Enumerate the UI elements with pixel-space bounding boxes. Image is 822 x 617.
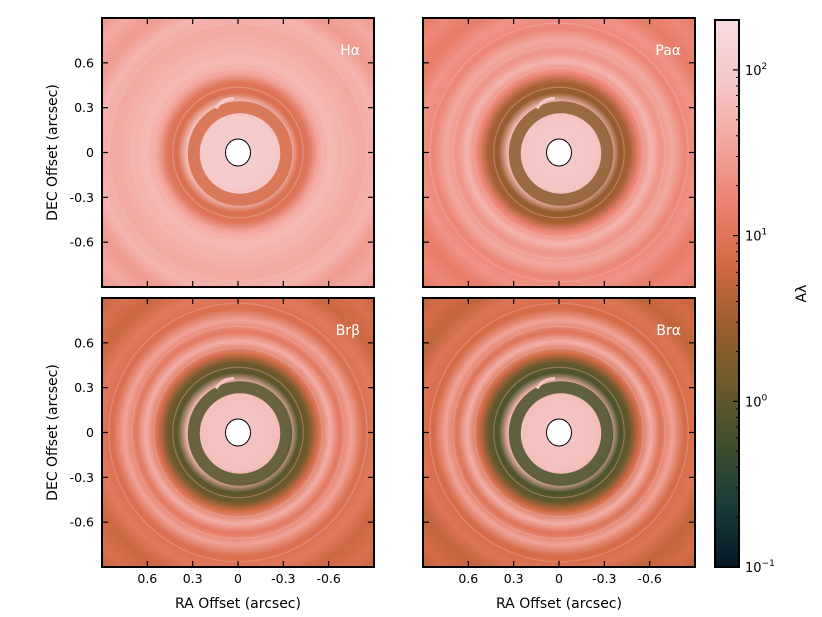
panel-label: Paα (655, 43, 681, 59)
colorbar-tick-label: 10−1 (745, 559, 775, 576)
panel-4: Brα 0.6 0.3 0 -0.3 -0.6 (422, 297, 696, 586)
x-axis-labels: RA Offset (arcsec) RA Offset (arcsec) (175, 596, 622, 612)
x-axis-label: RA Offset (arcsec) (175, 596, 301, 612)
y-tick-label: 0.6 (74, 55, 94, 70)
dark-ring (187, 381, 293, 486)
panels: Hα 0.6 0.3 0 -0.3 -0.6 Paα Brβ 0.6 0.3 0 -0.3 -0.6 0.… (70, 17, 696, 586)
panel-2: Paα (422, 17, 696, 288)
faint-ring (452, 45, 666, 260)
x-tick-label: 0.3 (183, 571, 203, 586)
dark-ring (187, 101, 293, 206)
y-axis-labels: DEC Offset (arcsec) DEC Offset (arcsec) (45, 84, 61, 501)
spiral-kink (214, 97, 235, 110)
colorbar-tick-label: 101 (745, 228, 767, 245)
faint-ring (172, 86, 304, 219)
x-tick-label: 0.6 (137, 571, 157, 586)
y-tick-label: 0.3 (74, 100, 94, 115)
faint-ring (493, 86, 625, 219)
faint-ring (131, 45, 345, 260)
y-tick-label: 0 (86, 425, 94, 440)
faint-ring (452, 325, 666, 540)
faint-ring (493, 366, 625, 499)
y-tick-label: -0.6 (70, 515, 94, 530)
panel-label: Brα (656, 323, 681, 339)
x-axis-label: RA Offset (arcsec) (496, 596, 622, 612)
y-tick-label: -0.6 (70, 235, 94, 250)
spiral-kink (214, 377, 235, 390)
central-mask (225, 418, 251, 447)
faint-ring (474, 347, 644, 518)
spiral-kink (535, 377, 556, 390)
colorbar-frame (714, 19, 740, 568)
dark-ring (508, 381, 614, 486)
colorbar-tick-label: 100 (745, 393, 768, 410)
panel-label: Brβ (336, 323, 360, 339)
y-tick-label: -0.3 (70, 470, 94, 485)
x-tick-label: -0.3 (592, 571, 616, 586)
x-tick-label: 0 (555, 571, 563, 586)
faint-ring (131, 325, 345, 540)
central-mask (225, 138, 251, 167)
x-tick-label: -0.3 (271, 571, 295, 586)
x-tick-label: 0 (234, 571, 242, 586)
colorbar: 102 101 100 10−1 Aλ (714, 19, 810, 576)
y-axis-label: DEC Offset (arcsec) (45, 84, 61, 221)
spiral-kink (535, 97, 556, 110)
faint-ring (172, 366, 304, 499)
faint-ring (474, 67, 644, 238)
x-tick-label: 0.6 (458, 571, 478, 586)
panel-label: Hα (340, 43, 360, 59)
y-axis-label: DEC Offset (arcsec) (45, 364, 61, 501)
y-tick-label: 0.6 (74, 335, 94, 350)
faint-ring (153, 347, 323, 518)
central-mask (546, 138, 572, 167)
x-tick-label: -0.6 (316, 571, 340, 586)
colorbar-tick-label: 102 (745, 62, 767, 79)
y-tick-label: 0.3 (74, 380, 94, 395)
y-tick-label: 0 (86, 145, 94, 160)
panel-1: Hα 0.6 0.3 0 -0.3 -0.6 (70, 17, 375, 288)
central-mask (546, 418, 572, 447)
dark-ring (508, 101, 614, 206)
y-tick-label: -0.3 (70, 190, 94, 205)
x-tick-label: -0.6 (637, 571, 661, 586)
colorbar-label: Aλ (794, 285, 810, 303)
colorbar-gradient (715, 20, 739, 567)
faint-ring (153, 67, 323, 238)
x-tick-label: 0.3 (504, 571, 524, 586)
panel-3: Brβ 0.6 0.3 0 -0.3 -0.6 0.6 0.3 0 -0.3 -0.6 (70, 297, 375, 586)
